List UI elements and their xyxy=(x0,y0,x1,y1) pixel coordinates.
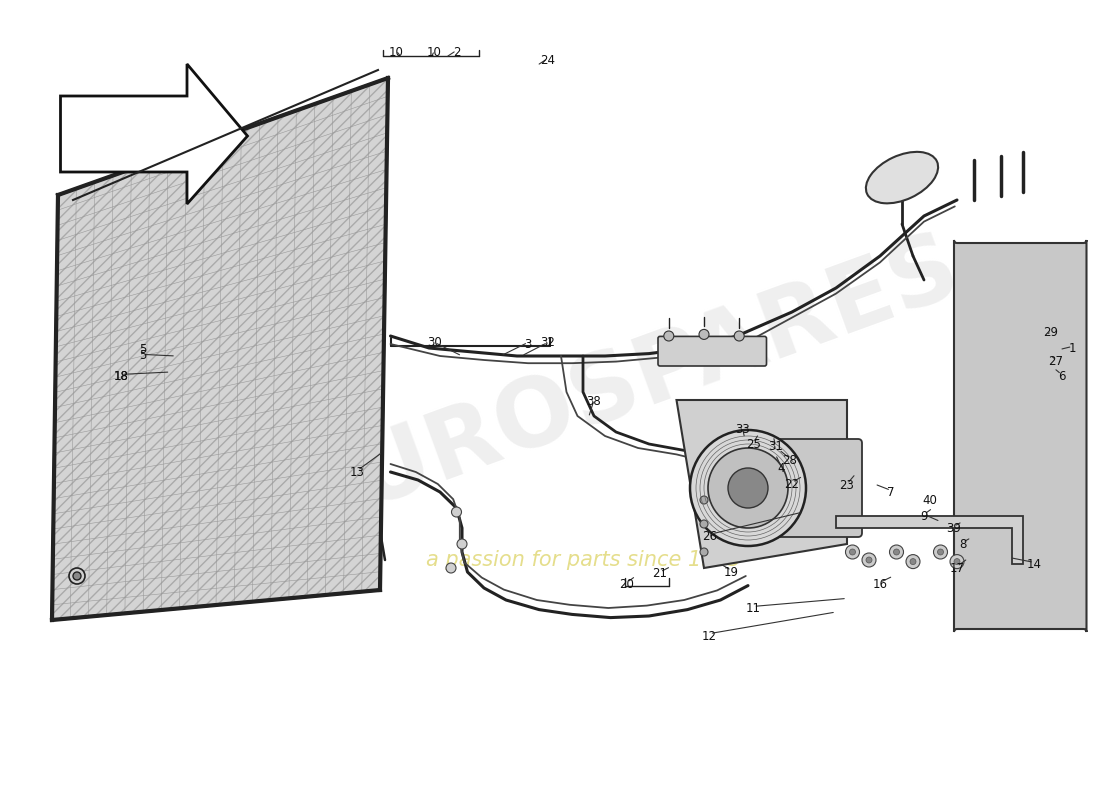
Circle shape xyxy=(950,554,964,569)
Circle shape xyxy=(700,548,708,556)
Circle shape xyxy=(954,558,960,565)
Circle shape xyxy=(728,468,768,508)
Text: 5: 5 xyxy=(140,343,146,356)
Circle shape xyxy=(456,539,468,549)
Circle shape xyxy=(849,549,856,555)
Text: 4: 4 xyxy=(778,462,784,474)
Text: a passion for parts since 1985: a passion for parts since 1985 xyxy=(426,550,740,570)
Text: 23: 23 xyxy=(839,479,855,492)
Circle shape xyxy=(734,331,745,341)
Polygon shape xyxy=(676,400,847,568)
Text: 17: 17 xyxy=(949,562,965,574)
Text: 28: 28 xyxy=(782,454,797,466)
Polygon shape xyxy=(60,64,248,204)
Text: 1: 1 xyxy=(1069,342,1076,354)
Text: 21: 21 xyxy=(652,567,668,580)
Circle shape xyxy=(862,553,876,567)
Text: 10: 10 xyxy=(388,46,404,58)
Text: 12: 12 xyxy=(702,630,717,642)
Circle shape xyxy=(906,554,920,569)
Text: 29: 29 xyxy=(1043,326,1058,338)
Circle shape xyxy=(846,545,859,559)
Text: 13: 13 xyxy=(350,466,365,478)
Text: 18: 18 xyxy=(113,370,129,382)
Circle shape xyxy=(73,572,81,580)
Text: 7: 7 xyxy=(888,486,894,498)
Text: 10: 10 xyxy=(427,46,442,58)
Text: 20: 20 xyxy=(619,578,635,590)
Ellipse shape xyxy=(866,152,938,203)
Circle shape xyxy=(700,496,708,504)
Text: 40: 40 xyxy=(922,494,937,506)
Circle shape xyxy=(451,507,462,517)
Text: 31: 31 xyxy=(768,440,783,453)
Text: 5: 5 xyxy=(140,350,146,362)
Text: 39: 39 xyxy=(946,522,961,534)
Text: 2: 2 xyxy=(453,46,460,58)
Text: 38: 38 xyxy=(586,395,602,408)
Text: 30: 30 xyxy=(427,336,442,349)
Text: 9: 9 xyxy=(921,510,927,522)
Text: 18: 18 xyxy=(113,370,129,382)
Circle shape xyxy=(663,331,674,341)
Circle shape xyxy=(890,545,903,559)
Circle shape xyxy=(910,558,916,565)
Text: 26: 26 xyxy=(702,530,717,542)
Circle shape xyxy=(708,448,788,528)
Circle shape xyxy=(937,549,944,555)
Text: EUROSPARES: EUROSPARES xyxy=(282,221,972,547)
Polygon shape xyxy=(52,78,388,620)
FancyBboxPatch shape xyxy=(754,439,862,537)
Text: 24: 24 xyxy=(540,54,556,66)
Text: 25: 25 xyxy=(746,438,761,450)
Text: 33: 33 xyxy=(735,423,750,436)
Text: 16: 16 xyxy=(872,578,888,590)
FancyBboxPatch shape xyxy=(658,336,767,366)
Text: 8: 8 xyxy=(959,538,966,550)
Text: 6: 6 xyxy=(1058,370,1065,382)
Circle shape xyxy=(446,563,456,573)
Circle shape xyxy=(69,568,85,584)
Text: 14: 14 xyxy=(1026,558,1042,570)
Text: 19: 19 xyxy=(724,566,739,578)
Circle shape xyxy=(698,330,710,339)
Circle shape xyxy=(866,557,872,563)
Text: 22: 22 xyxy=(784,478,800,490)
Circle shape xyxy=(700,520,708,528)
Circle shape xyxy=(934,545,947,559)
Text: 3: 3 xyxy=(525,338,531,350)
FancyBboxPatch shape xyxy=(954,240,1087,632)
Text: 32: 32 xyxy=(540,336,556,349)
Text: 27: 27 xyxy=(1048,355,1064,368)
Text: 11: 11 xyxy=(746,602,761,614)
Circle shape xyxy=(690,430,806,546)
Polygon shape xyxy=(836,516,1023,564)
Circle shape xyxy=(893,549,900,555)
